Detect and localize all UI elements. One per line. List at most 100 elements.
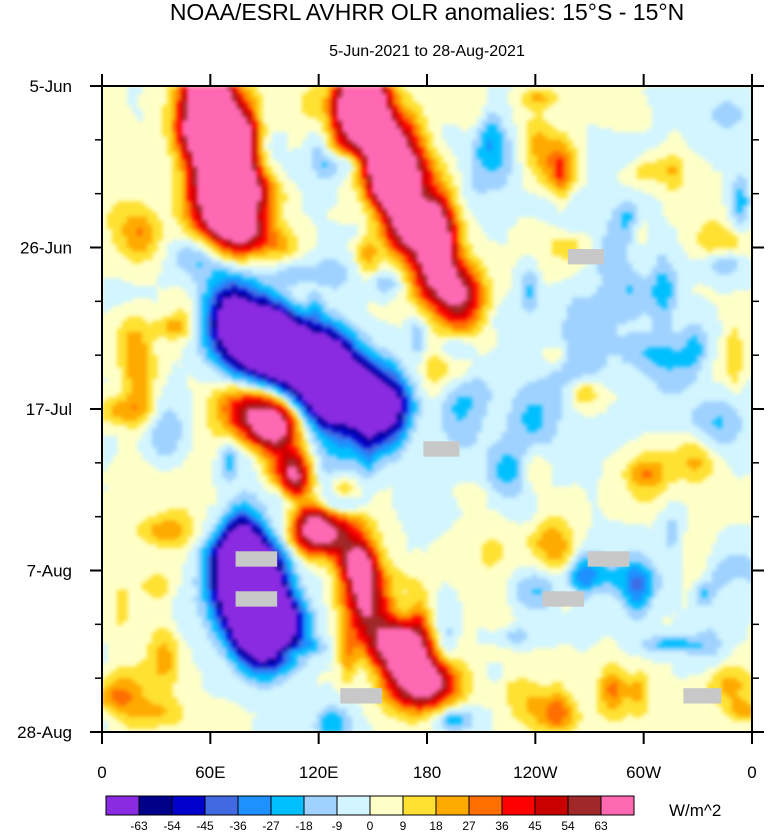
heatmap-cell — [127, 235, 133, 241]
heatmap-cell — [522, 255, 528, 260]
heatmap-cell — [487, 228, 493, 233]
heatmap-cell — [377, 243, 383, 249]
heatmap-cell — [457, 162, 463, 168]
heatmap-cell — [217, 105, 223, 110]
heatmap-cell — [482, 132, 488, 137]
heatmap-cell — [707, 112, 713, 118]
heatmap-cell — [472, 255, 478, 260]
heatmap-cell — [362, 143, 368, 149]
heatmap-cell — [672, 251, 678, 256]
heatmap-cell — [447, 212, 453, 218]
heatmap-cell — [187, 170, 193, 176]
heatmap-cell — [632, 270, 638, 276]
heatmap-cell — [742, 274, 748, 279]
heatmap-cell — [352, 185, 358, 191]
heatmap-cell — [652, 101, 658, 106]
heatmap-cell — [672, 101, 678, 106]
heatmap-cell — [417, 105, 423, 110]
heatmap-cell — [577, 278, 583, 283]
heatmap-cell — [367, 105, 373, 110]
heatmap-cell — [177, 247, 183, 252]
heatmap-cell — [427, 247, 433, 252]
heatmap-cell — [537, 139, 543, 145]
heatmap-cell — [167, 101, 173, 106]
heatmap-cell — [297, 155, 303, 160]
heatmap-cell — [247, 89, 253, 95]
heatmap-cell — [247, 216, 253, 222]
heatmap-cell — [202, 166, 208, 172]
heatmap-cell — [257, 139, 263, 145]
heatmap-cell — [297, 162, 303, 168]
heatmap-cell — [357, 259, 363, 264]
heatmap-cell — [152, 293, 158, 299]
heatmap-cell — [197, 155, 203, 160]
heatmap-cell — [272, 239, 278, 245]
heatmap-cell — [397, 201, 403, 206]
heatmap-cell — [302, 189, 308, 195]
heatmap-cell — [647, 201, 653, 206]
heatmap-cell — [732, 185, 738, 191]
heatmap-cell — [287, 251, 293, 256]
heatmap-cell — [727, 189, 733, 195]
heatmap-cell — [492, 147, 498, 152]
heatmap-cell — [497, 155, 503, 160]
heatmap-cell — [507, 170, 513, 176]
heatmap-cell — [637, 147, 643, 152]
heatmap-cell — [417, 185, 423, 191]
heatmap-cell — [402, 101, 408, 106]
heatmap-cell — [602, 262, 608, 268]
heatmap-cell — [712, 139, 718, 145]
heatmap-cell — [407, 262, 413, 268]
heatmap-cell — [717, 243, 723, 249]
heatmap-cell — [237, 170, 243, 176]
heatmap-cell — [617, 143, 623, 149]
heatmap-cell — [337, 112, 343, 118]
heatmap-cell — [237, 155, 243, 160]
heatmap-cell — [487, 185, 493, 191]
heatmap-cell — [402, 235, 408, 241]
heatmap-cell — [177, 239, 183, 245]
heatmap-cell — [197, 274, 203, 279]
heatmap-cell — [727, 162, 733, 168]
heatmap-cell — [277, 159, 283, 164]
heatmap-cell — [697, 132, 703, 137]
heatmap-cell — [377, 216, 383, 222]
heatmap-cell — [602, 170, 608, 176]
heatmap-cell — [387, 232, 393, 237]
heatmap-cell — [462, 139, 468, 145]
heatmap-cell — [512, 266, 518, 272]
heatmap-cell — [727, 185, 733, 191]
heatmap-cell — [177, 274, 183, 279]
heatmap-cell — [252, 139, 258, 145]
heatmap-cell — [637, 189, 643, 195]
heatmap-cell — [332, 89, 338, 95]
heatmap-cell — [362, 132, 368, 137]
heatmap-cell — [652, 89, 658, 95]
heatmap-cell — [312, 132, 318, 137]
heatmap-cell — [332, 182, 338, 187]
heatmap-cell — [167, 282, 173, 287]
heatmap-cell — [712, 162, 718, 168]
heatmap-cell — [677, 255, 683, 260]
heatmap-cell — [297, 278, 303, 283]
heatmap-cell — [612, 255, 618, 260]
heatmap-cell — [357, 128, 363, 133]
heatmap-cell — [422, 235, 428, 241]
heatmap-cell — [367, 155, 373, 160]
heatmap-cell — [187, 120, 193, 126]
heatmap-cell — [427, 239, 433, 245]
heatmap-cell — [412, 197, 418, 202]
heatmap-cell — [257, 209, 263, 214]
heatmap-cell — [682, 255, 688, 260]
heatmap-cell — [352, 93, 358, 99]
heatmap-cell — [712, 105, 718, 110]
heatmap-cell — [557, 155, 563, 160]
heatmap-cell — [302, 159, 308, 164]
heatmap-cell — [447, 185, 453, 191]
heatmap-cell — [212, 189, 218, 195]
heatmap-cell — [327, 189, 333, 195]
heatmap-cell — [607, 166, 613, 172]
heatmap-cell — [437, 274, 443, 279]
heatmap-cell — [272, 151, 278, 156]
heatmap-cell — [417, 259, 423, 264]
